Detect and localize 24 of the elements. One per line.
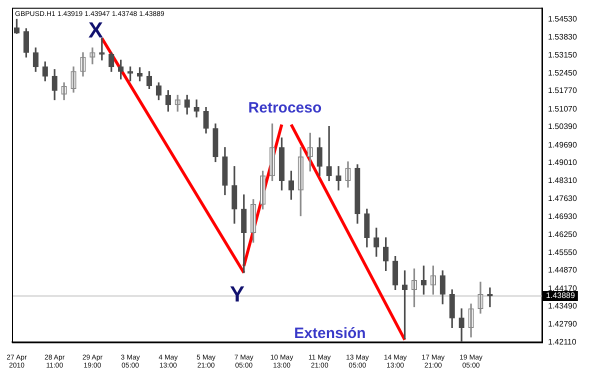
y-tick-label: 1.43490 [548, 302, 578, 311]
y-tick-label: 1.54530 [548, 14, 578, 24]
annotation: X [88, 17, 104, 42]
y-tick-label: 1.45550 [548, 248, 578, 257]
y-tick-label: 1.52450 [548, 68, 578, 78]
y-tick-label: 1.49010 [548, 158, 578, 167]
y-tick-label: 1.44870 [548, 266, 578, 275]
y-tick-label: 1.50390 [548, 122, 578, 132]
y-tick-label: 1.51770 [548, 86, 578, 96]
y-tick-label: 1.47630 [548, 194, 578, 203]
y-tick-label: 1.46930 [548, 212, 578, 222]
ref-line-label: 1.43889 [546, 291, 576, 300]
y-tick-label: 1.44170 [548, 284, 578, 293]
y-tick-label: 1.46250 [548, 230, 578, 239]
y-tick-label: 1.49690 [548, 140, 578, 150]
y-tick-label: 1.53830 [548, 32, 578, 42]
annotation: Y [230, 281, 245, 306]
y-tick-label: 1.53150 [548, 50, 578, 60]
y-tick-label: 1.48310 [548, 176, 578, 186]
annotation: Extensión [294, 324, 366, 342]
annotation: Retroceso [248, 99, 322, 116]
y-tick-label: 1.51070 [548, 104, 578, 114]
y-tick-label: 1.42110 [548, 337, 577, 346]
y-tick-label: 1.42790 [548, 320, 578, 329]
